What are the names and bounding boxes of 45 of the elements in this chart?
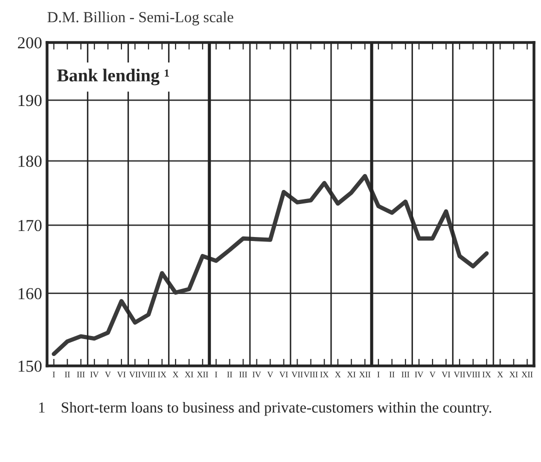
x-tick-label: VIII [304, 372, 318, 378]
x-tick-label: I [215, 372, 218, 378]
x-tick-label: VIII [141, 372, 156, 378]
text: Bank lending ¹ [57, 68, 169, 86]
x-tick-label: IV [414, 372, 424, 378]
x-tick-label: III [402, 372, 410, 378]
x-tick-label: III [239, 372, 248, 378]
x-tick-label: IX [320, 372, 329, 378]
x-tick-label: X [172, 372, 178, 378]
y-tick-label: 170 [18, 220, 42, 232]
x-tick-label: IX [482, 372, 491, 378]
x-tick-label: VI [117, 372, 126, 378]
x-tick-label: I [377, 372, 380, 378]
x-tick-label: IV [90, 372, 99, 378]
x-tick-label: V [430, 372, 436, 378]
x-tick-label: XI [184, 372, 194, 378]
x-tick-label: VI [442, 372, 450, 378]
x-tick-label: XI [347, 372, 356, 378]
y-axis-title: D.M. Billion - Semi-Log scale [48, 12, 234, 26]
x-tick-label: IV [252, 372, 262, 378]
y-tick-label: 190 [18, 94, 42, 106]
x-tick-label: V [105, 372, 111, 378]
x-tick-label: IX [158, 372, 166, 378]
x-tick-label: VII [454, 372, 466, 378]
x-tick-label: XII [522, 372, 533, 378]
y-tick-label: 150 [18, 360, 42, 372]
x-tick-label: X [497, 372, 504, 378]
x-tick-label: VII [129, 372, 140, 378]
y-tick-label: 200 [18, 37, 42, 48]
x-tick-label: V [267, 372, 274, 378]
text: 1 Short-term loans to business and private-customers within the country. [39, 402, 492, 416]
y-tick-label: 160 [18, 288, 42, 300]
x-tick-label: VIII [466, 372, 480, 378]
x-tick-label: I [52, 372, 55, 378]
x-tick-label: II [389, 372, 394, 378]
x-tick-label: XII [197, 372, 208, 378]
y-tick-label: 180 [18, 156, 42, 167]
x-tick-label: X [335, 372, 341, 378]
x-tick-label: XII [359, 372, 370, 378]
x-tick-label: III [77, 372, 85, 378]
x-tick-label: VII [292, 372, 303, 378]
x-tick-label: XI [509, 372, 518, 378]
x-tick-label: II [64, 372, 70, 378]
x-tick-label: II [227, 372, 232, 378]
x-tick-label: VI [279, 372, 288, 378]
